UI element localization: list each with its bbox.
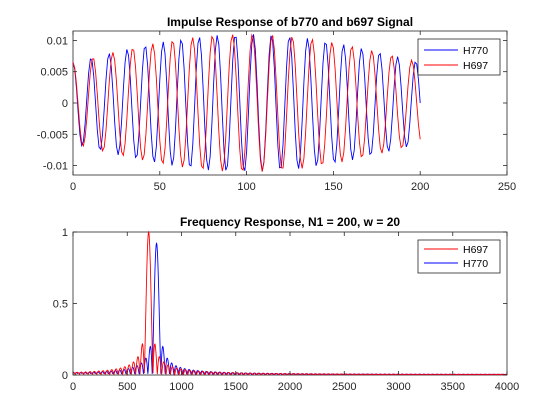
frequency-xtick-label: 0 — [70, 381, 76, 393]
impulse-xtick-label: 0 — [70, 181, 76, 193]
impulse-xtick-label: 100 — [237, 181, 255, 193]
frequency-ytick-label: 0.5 — [53, 299, 68, 311]
impulse-response-plot: 0 50 100 150 200 250 -0.01 -0.005 0 0.005 0.01 Imp… — [37, 15, 516, 193]
frequency-title: Frequency Response, N1 = 200, w = 20 — [180, 215, 400, 229]
impulse-series-h770 — [72, 34, 421, 172]
impulse-xtick-label: 150 — [324, 181, 342, 193]
frequency-xtick-label: 1000 — [169, 381, 193, 393]
impulse-ticks: 0 50 100 150 200 250 -0.01 -0.005 0 0.005 0.01 — [37, 31, 516, 193]
frequency-legend: H697 H770 — [417, 239, 501, 274]
frequency-legend-label-h697: H697 — [463, 244, 488, 256]
frequency-ytick-label: 1 — [62, 227, 68, 239]
impulse-ytick-label: -0.005 — [37, 129, 68, 141]
impulse-xtick-label: 200 — [411, 181, 429, 193]
impulse-ytick-label: 0 — [62, 98, 68, 110]
frequency-ytick-label: 0 — [62, 370, 68, 382]
impulse-ytick-label: 0.005 — [40, 67, 68, 79]
frequency-xtick-label: 2000 — [278, 381, 302, 393]
impulse-ytick-label: -0.01 — [43, 161, 68, 173]
impulse-legend-label-h770: H770 — [463, 45, 488, 57]
frequency-xtick-label: 1500 — [224, 381, 248, 393]
impulse-legend: H770 H697 — [417, 38, 501, 76]
frequency-legend-label-h770: H770 — [463, 258, 488, 270]
frequency-response-plot: 0 500 1000 1500 2000 2500 3000 3500 4000 0 0.5 1 Fr… — [53, 215, 520, 393]
impulse-legend-box — [417, 38, 501, 76]
frequency-xtick-label: 3500 — [441, 381, 465, 393]
frequency-xtick-label: 3000 — [386, 381, 410, 393]
impulse-ytick-label: 0.01 — [47, 35, 68, 47]
frequency-xtick-label: 2500 — [332, 381, 356, 393]
frequency-legend-box — [417, 239, 501, 274]
frequency-ticks: 0 500 1000 1500 2000 2500 3000 3500 4000 0 0.5 1 — [53, 227, 520, 393]
frequency-xtick-label: 4000 — [495, 381, 519, 393]
impulse-legend-label-h697: H697 — [463, 60, 488, 72]
impulse-title: Impulse Response of b770 and b697 Signal — [167, 15, 413, 29]
impulse-xtick-label: 50 — [154, 181, 166, 193]
impulse-xtick-label: 250 — [498, 181, 516, 193]
impulse-series-h697 — [72, 33, 421, 172]
impulse-series-group — [72, 33, 421, 172]
frequency-xtick-label: 500 — [118, 381, 136, 393]
